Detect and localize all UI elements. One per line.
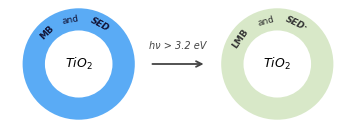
Text: TiO$_2$: TiO$_2$ [65, 56, 93, 72]
Ellipse shape [244, 30, 311, 98]
Text: and: and [62, 14, 80, 26]
Text: SED: SED [89, 16, 111, 33]
Text: MB: MB [38, 24, 56, 41]
Text: and: and [256, 14, 275, 27]
Text: hν > 3.2 eV: hν > 3.2 eV [149, 41, 207, 51]
Text: LMB: LMB [231, 27, 250, 50]
Text: SED·: SED· [284, 14, 309, 33]
Ellipse shape [221, 8, 333, 120]
Ellipse shape [45, 30, 112, 98]
Text: TiO$_2$: TiO$_2$ [263, 56, 291, 72]
Ellipse shape [23, 8, 135, 120]
